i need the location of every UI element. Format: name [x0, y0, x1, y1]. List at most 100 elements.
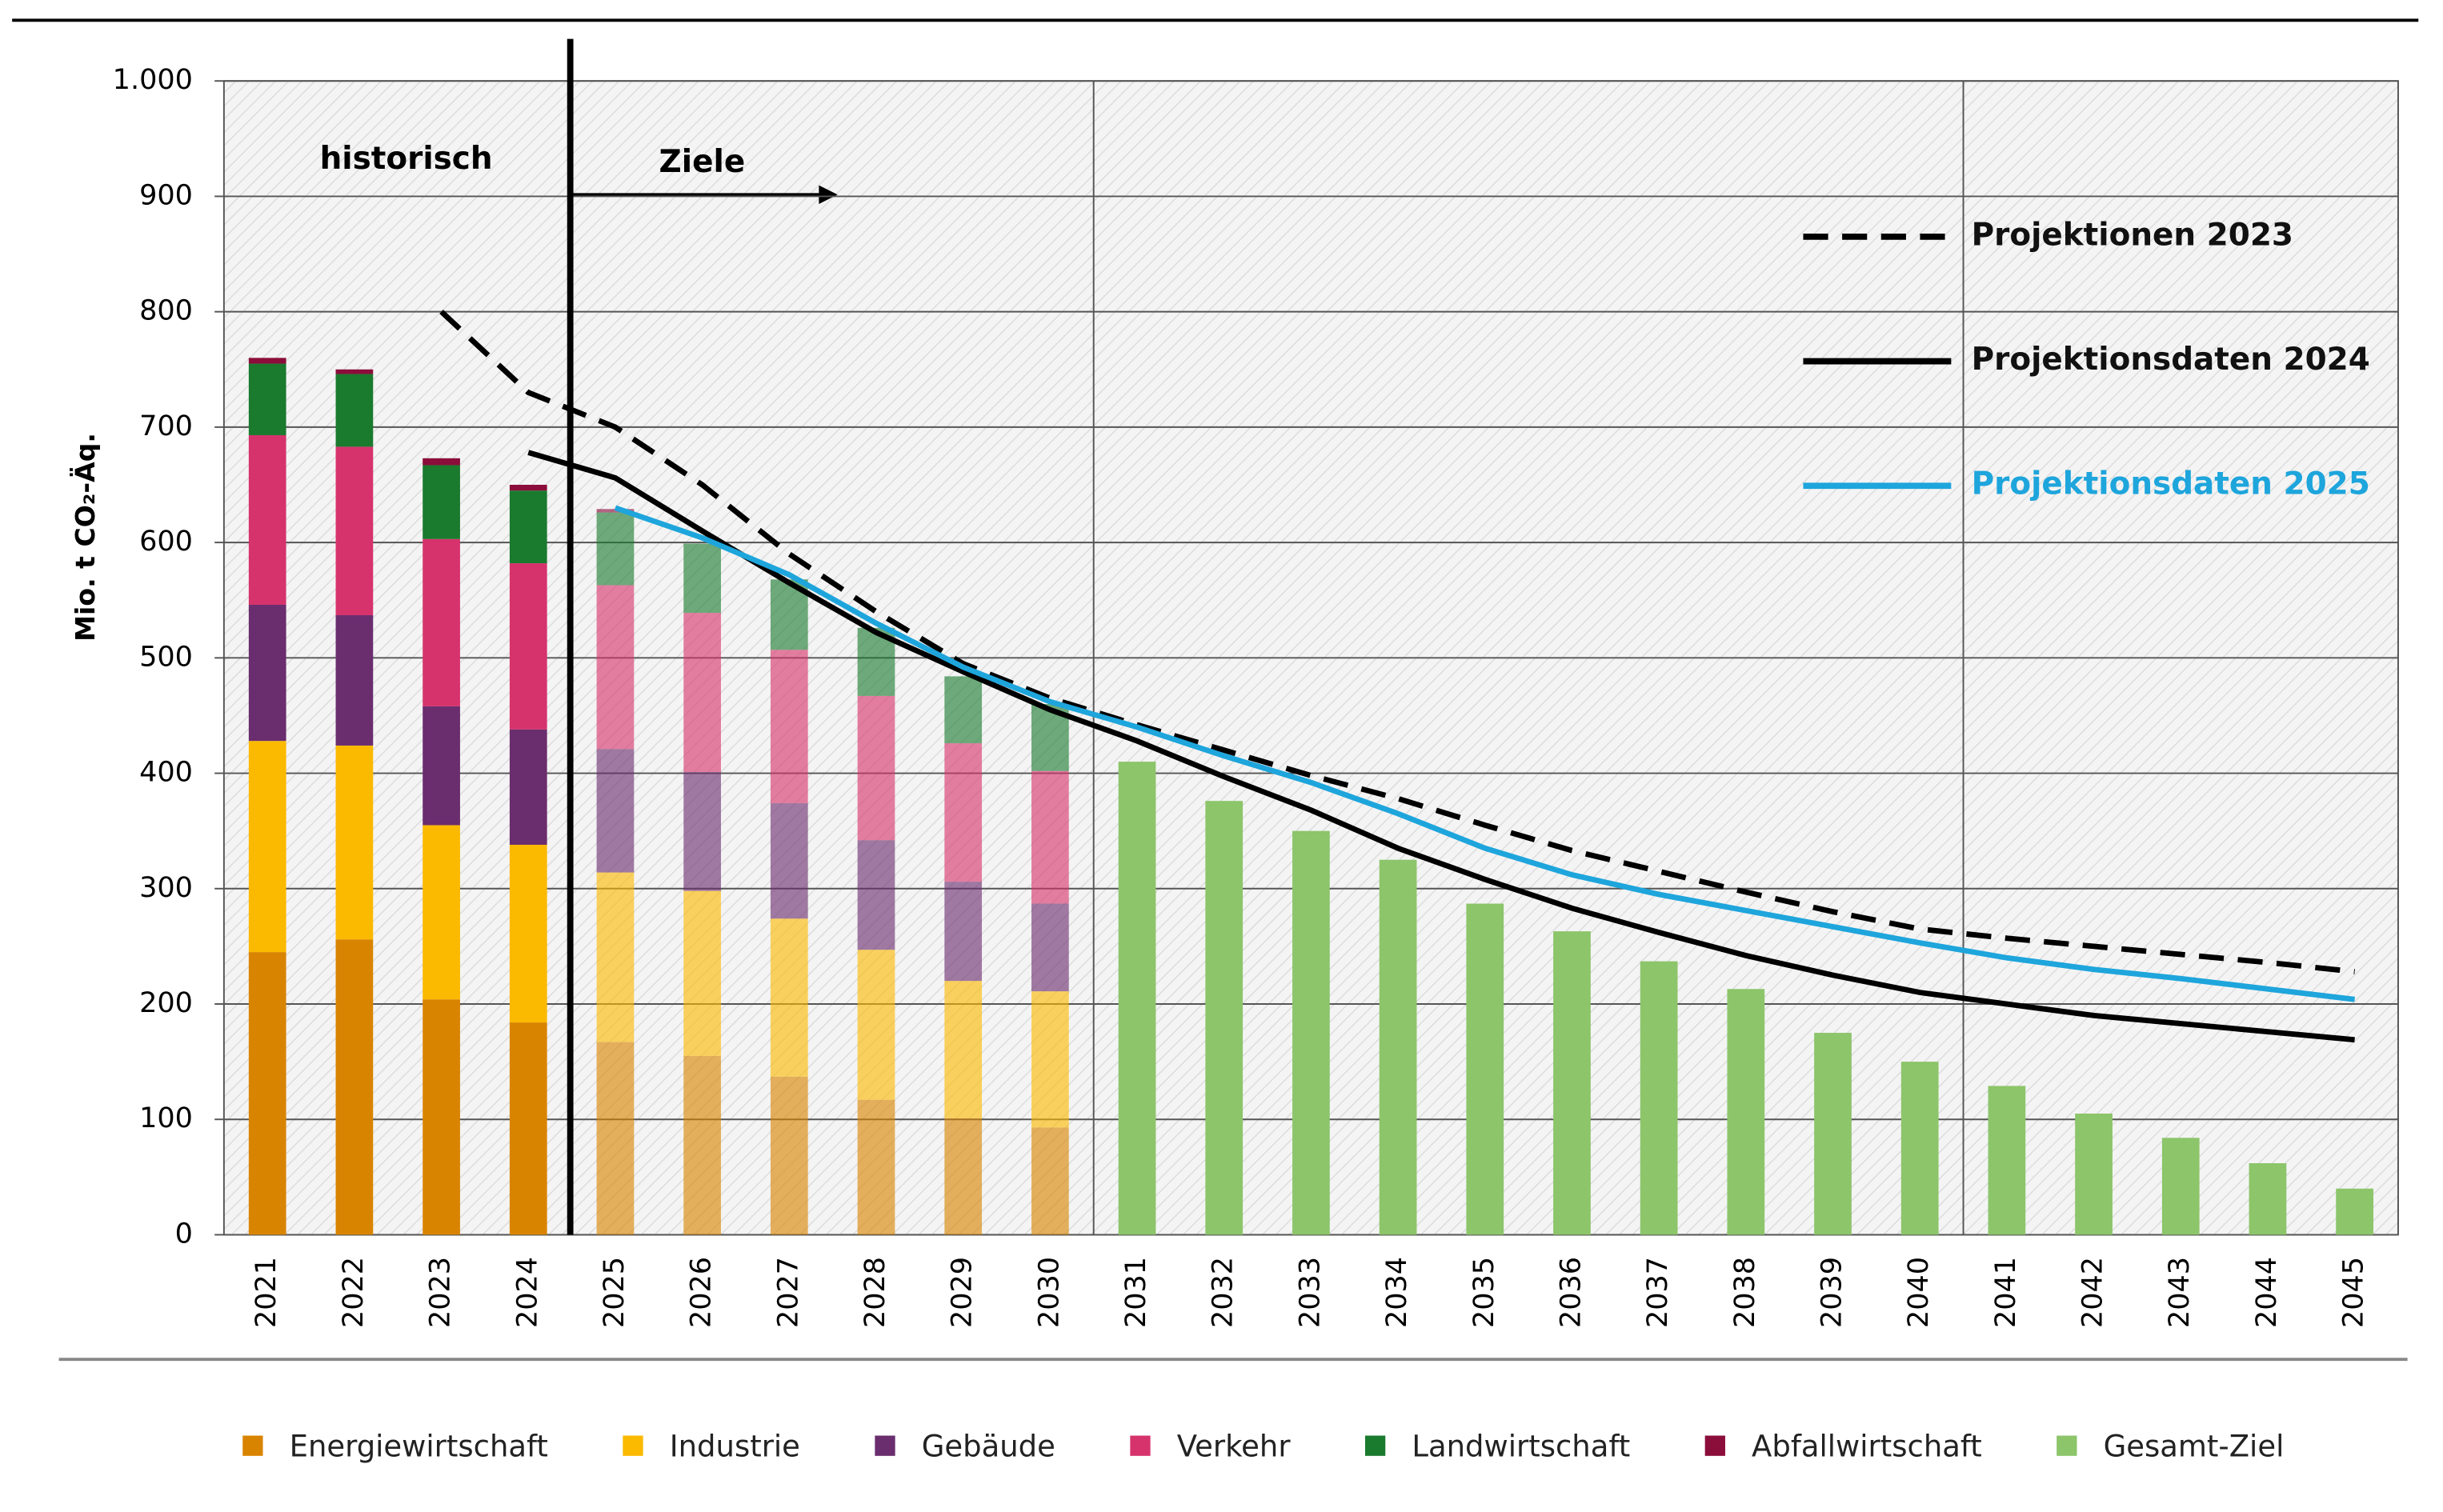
y-tick-label: 0 — [175, 1217, 193, 1250]
bar-segment — [509, 490, 547, 564]
bar-segment — [2161, 1138, 2200, 1235]
x-tick-label: 2021 — [250, 1257, 282, 1328]
bar-segment — [944, 676, 983, 744]
x-tick-label: 2042 — [2077, 1257, 2109, 1328]
x-tick-label: 2045 — [2337, 1257, 2370, 1328]
x-tick-label: 2044 — [2250, 1257, 2283, 1328]
bar-segment — [335, 745, 374, 940]
bar-segment — [1640, 961, 1678, 1235]
bar-segment — [1292, 830, 1330, 1235]
x-tick-label: 2026 — [685, 1257, 718, 1328]
bar-segment — [423, 458, 460, 466]
x-tick-label: 2034 — [1380, 1257, 1413, 1328]
bar-segment — [596, 872, 635, 1042]
x-tick-label: 2028 — [859, 1257, 891, 1328]
legend-swatch — [1364, 1435, 1386, 1456]
bar-segment — [1900, 1062, 1939, 1235]
arrow-head — [819, 185, 838, 204]
legend-swatch — [1704, 1435, 1725, 1456]
line-series — [527, 450, 2355, 1043]
x-tick-label: 2037 — [1641, 1257, 1674, 1328]
bar-segment — [248, 604, 286, 742]
bar-segment — [1466, 903, 1504, 1235]
bar-segment — [944, 743, 983, 882]
bar-segment — [1727, 989, 1765, 1235]
bar-segment — [1031, 903, 1069, 992]
bar-segment — [335, 614, 374, 746]
bar-segment — [857, 695, 895, 841]
bar-segment — [1814, 1033, 1852, 1235]
bar-segment — [1031, 991, 1069, 1128]
bar-segment — [944, 981, 983, 1118]
bar-segment — [1379, 859, 1417, 1235]
bar-segment — [509, 484, 547, 491]
legend-label: Gebäude — [922, 1430, 1055, 1464]
bar-segment — [770, 650, 808, 804]
x-tick-label: 2032 — [1207, 1257, 1240, 1328]
x-tick-label: 2036 — [1554, 1257, 1587, 1328]
bar-segment — [1031, 1127, 1069, 1235]
bar-segment — [248, 434, 286, 605]
bar-segment — [423, 999, 460, 1235]
bar-segment — [509, 1022, 547, 1235]
bar-segment — [1031, 770, 1069, 904]
bar-segment — [248, 363, 286, 435]
bar-segment — [770, 803, 808, 919]
bar-segment — [335, 369, 374, 374]
legend-swatch — [875, 1435, 895, 1456]
legend-label: Energiewirtschaft — [290, 1430, 548, 1464]
bar-segment — [596, 749, 635, 873]
x-tick-label: 2023 — [424, 1257, 457, 1328]
bar-segment — [335, 939, 374, 1235]
legend-label: Abfallwirtschaft — [1752, 1430, 1982, 1464]
y-axis-label: Mio. t CO₂-Äq. — [69, 433, 101, 642]
bar-segment — [683, 890, 721, 1056]
bar-segment — [770, 1076, 808, 1235]
bar-segment — [596, 512, 635, 586]
x-tick-label: 2022 — [337, 1257, 370, 1328]
bar-segment — [423, 825, 460, 1000]
bar-segment — [944, 1118, 983, 1235]
legend-label: Projektionsdaten 2025 — [1972, 466, 2370, 502]
line-series — [614, 505, 2356, 1002]
x-tick-label: 2027 — [771, 1257, 804, 1328]
bar-segment — [423, 465, 460, 539]
y-tick-label: 800 — [139, 294, 193, 327]
x-tick-label: 2025 — [598, 1257, 631, 1328]
bar-segment — [596, 1042, 635, 1235]
y-tick-label: 200 — [139, 986, 193, 1019]
bar-segment — [248, 741, 286, 953]
x-tick-label: 2035 — [1468, 1257, 1500, 1328]
x-tick-label: 2039 — [1816, 1257, 1848, 1328]
legend-swatch — [623, 1435, 643, 1456]
annotation: historisch — [320, 141, 493, 177]
legend-label: Projektionen 2023 — [1972, 217, 2293, 253]
bar-segment — [2249, 1163, 2287, 1235]
x-tick-label: 2024 — [511, 1257, 543, 1328]
y-tick-label: 600 — [139, 525, 193, 558]
line-series — [439, 310, 2355, 975]
bar-segment — [1553, 931, 1591, 1235]
legend-label: Landwirtschaft — [1412, 1430, 1630, 1464]
bar-segment — [944, 882, 983, 982]
y-tick-label: 900 — [139, 178, 193, 211]
legend-label: Verkehr — [1177, 1430, 1292, 1464]
x-tick-label: 2038 — [1728, 1257, 1761, 1328]
legend-label: Gesamt-Ziel — [2104, 1430, 2285, 1464]
bar-segment — [596, 585, 635, 750]
y-tick-label: 400 — [139, 756, 193, 789]
x-tick-label: 2041 — [1989, 1257, 2022, 1328]
legend-swatch — [242, 1435, 263, 1456]
x-tick-label: 2040 — [1902, 1257, 1935, 1328]
bar-segment — [509, 729, 547, 845]
x-tick-label: 2030 — [1032, 1257, 1065, 1328]
bar-segment — [857, 1099, 895, 1235]
y-tick-label: 700 — [139, 410, 193, 442]
bar-segment — [509, 563, 547, 730]
legend-swatch — [1130, 1435, 1151, 1456]
y-tick-label: 1.000 — [113, 63, 193, 96]
bar-segment — [683, 772, 721, 891]
x-tick-label: 2031 — [1119, 1257, 1152, 1328]
